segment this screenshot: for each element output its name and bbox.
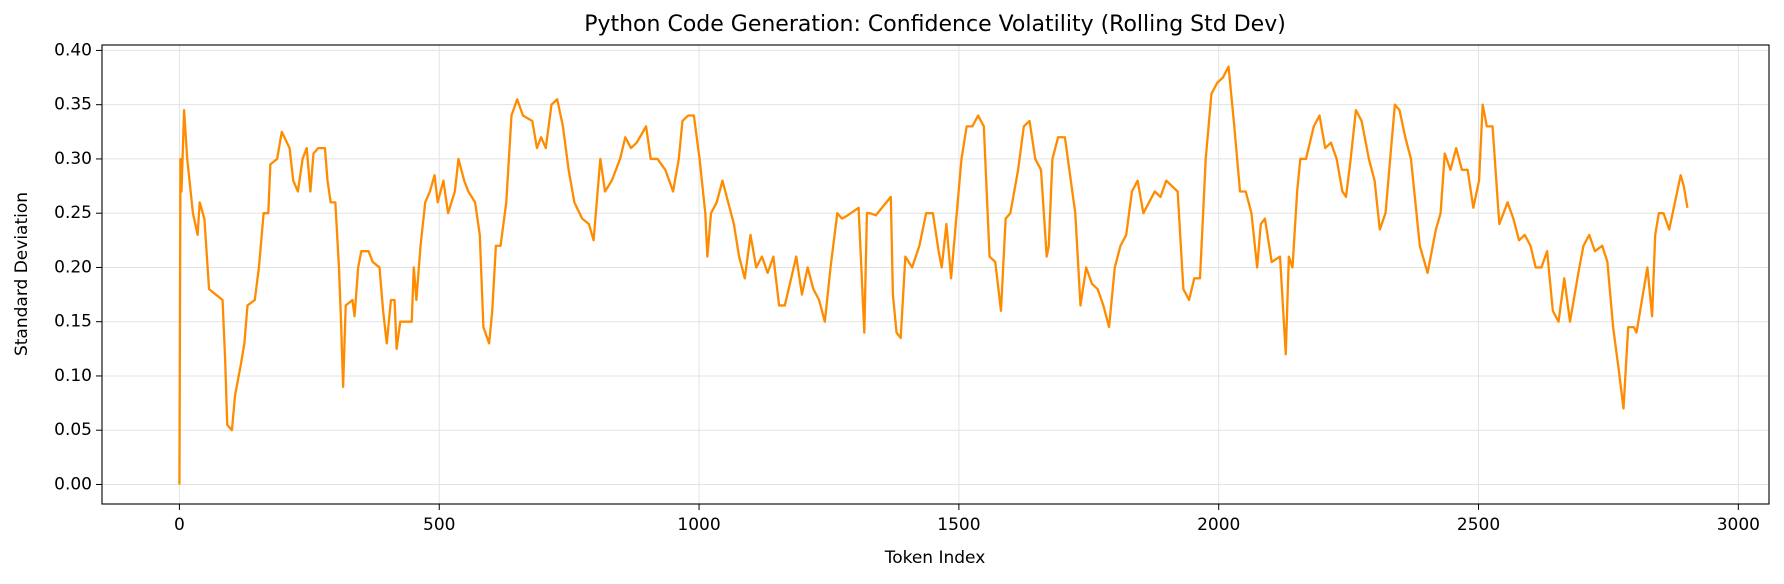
y-tick-label: 0.35 [54,95,92,115]
x-tick-label: 500 [423,515,455,535]
y-tick-label: 0.10 [54,366,92,386]
y-axis-label: Standard Deviation [12,192,32,356]
chart-title: Python Code Generation: Confidence Volat… [584,12,1286,37]
y-tick-label: 0.20 [54,257,92,277]
y-tick-label: 0.25 [54,203,92,223]
x-axis-label: Token Index [884,548,986,568]
y-tick-label: 0.00 [54,474,92,494]
x-tick-label: 3000 [1717,515,1760,535]
x-tick-label: 1000 [677,515,720,535]
y-tick-label: 0.30 [54,149,92,169]
x-tick-label: 2500 [1457,515,1500,535]
x-tick-label: 0 [174,515,185,535]
y-tick-label: 0.40 [54,40,92,60]
y-tick-label: 0.15 [54,312,92,332]
y-tick-label: 0.05 [54,420,92,440]
line-series [178,65,1689,485]
x-tick-label: 2000 [1197,515,1240,535]
x-tick-label: 1500 [937,515,980,535]
plot-frame [101,44,1770,505]
